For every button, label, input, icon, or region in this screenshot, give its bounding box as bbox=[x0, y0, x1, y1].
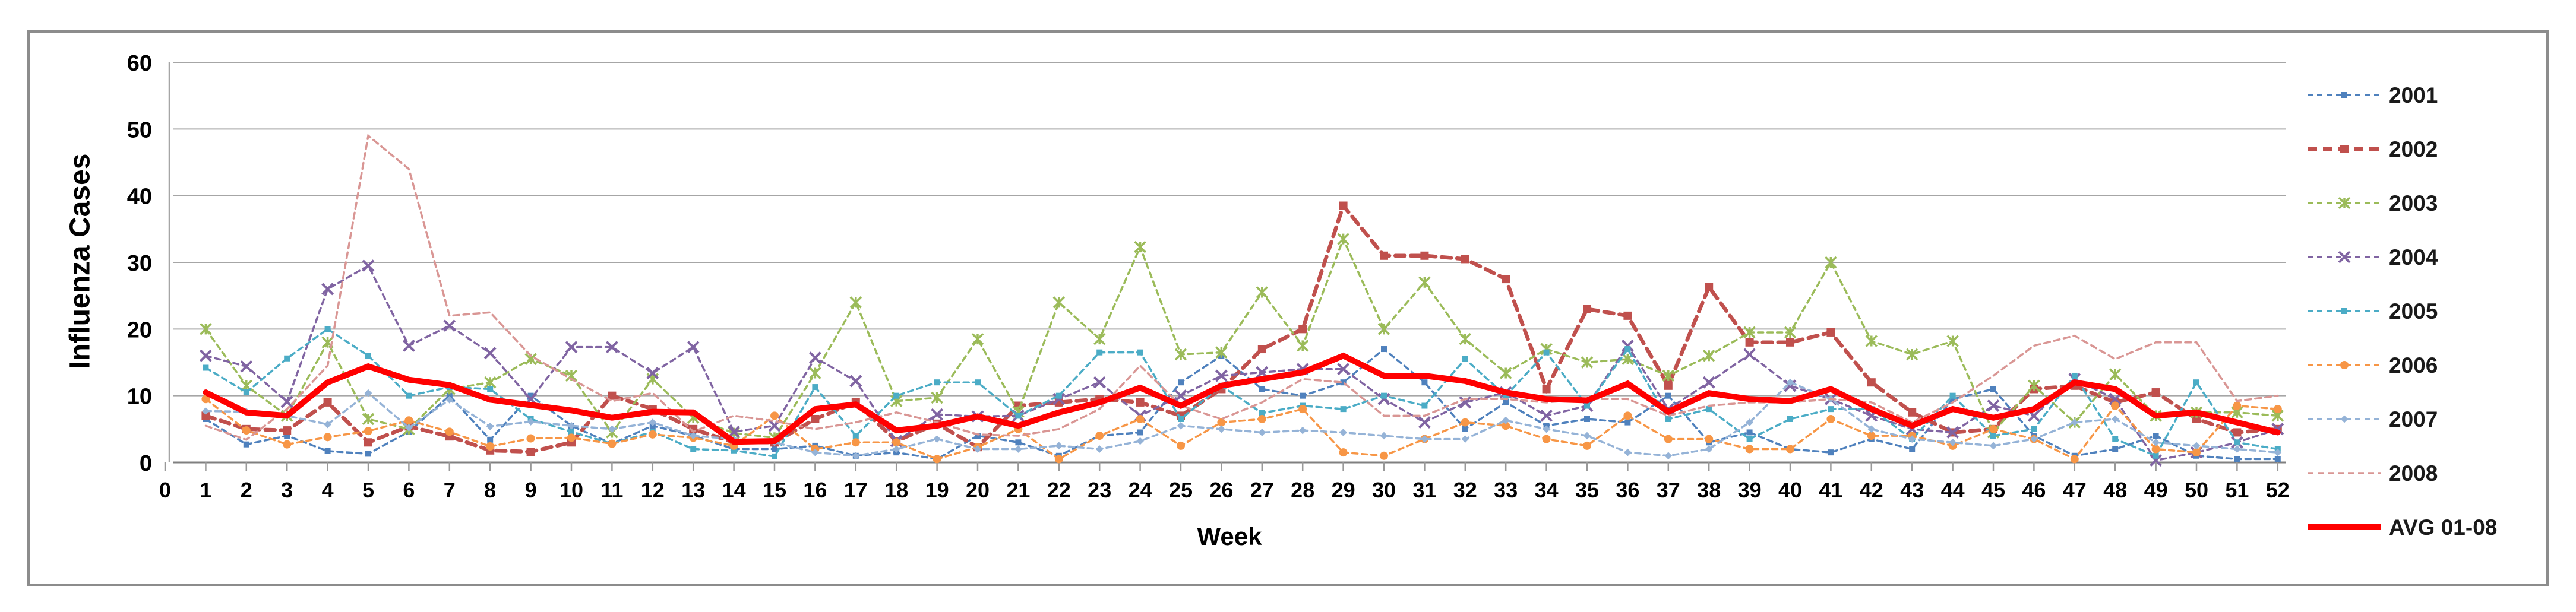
series-line bbox=[203, 352, 2281, 445]
y-tick-label: 50 bbox=[127, 118, 152, 142]
legend-item: 2005 bbox=[2308, 299, 2438, 324]
series-2008 bbox=[204, 134, 2279, 441]
x-tick-label: 23 bbox=[1088, 478, 1111, 502]
series-avg-01-08 bbox=[203, 352, 2281, 445]
x-tick-label: 19 bbox=[925, 478, 949, 502]
x-tick-label: 49 bbox=[2144, 478, 2168, 502]
x-tick-label: 14 bbox=[722, 478, 746, 502]
x-tick-label: 52 bbox=[2266, 478, 2290, 502]
series-line bbox=[204, 236, 2279, 439]
x-tick-label: 17 bbox=[844, 478, 868, 502]
legend-item: 2002 bbox=[2308, 137, 2438, 161]
legend-item: 2008 bbox=[2308, 461, 2438, 486]
series-2004 bbox=[199, 259, 2284, 467]
x-tick-label: 31 bbox=[1412, 478, 1436, 502]
x-tick-label: 37 bbox=[1657, 478, 1680, 502]
legend-label: 2004 bbox=[2389, 245, 2438, 269]
x-tick-label: 51 bbox=[2225, 478, 2249, 502]
x-tick-label: 25 bbox=[1169, 478, 1193, 502]
x-tick-label: 22 bbox=[1047, 478, 1071, 502]
x-tick-label: 5 bbox=[362, 478, 374, 502]
x-tick-label: 40 bbox=[1778, 478, 1802, 502]
legend-label: 2003 bbox=[2389, 191, 2438, 215]
series-2003 bbox=[200, 233, 2284, 444]
x-tick-label: 47 bbox=[2063, 478, 2087, 502]
x-tick-label: 27 bbox=[1250, 478, 1274, 502]
x-tick-label: 4 bbox=[322, 478, 334, 502]
x-tick-label: 0 bbox=[159, 478, 171, 502]
series-line bbox=[204, 328, 2279, 458]
legend-label: 2001 bbox=[2389, 83, 2438, 107]
y-tick-label: 20 bbox=[127, 318, 152, 343]
x-tick-label: 46 bbox=[2022, 478, 2046, 502]
x-tick-label: 39 bbox=[1738, 478, 1762, 502]
x-tick-label: 7 bbox=[444, 478, 456, 502]
x-tick-label: 29 bbox=[1332, 478, 1355, 502]
x-tick-label: 11 bbox=[600, 478, 623, 502]
series-line bbox=[204, 134, 2279, 441]
legend-label: 2006 bbox=[2389, 353, 2438, 378]
series-line bbox=[204, 381, 2279, 457]
x-axis-title: Week bbox=[1197, 522, 1262, 550]
x-tick-label: 15 bbox=[763, 478, 786, 502]
x-tick-label: 20 bbox=[966, 478, 990, 502]
x-tick-label: 9 bbox=[525, 478, 537, 502]
x-tick-label: 3 bbox=[281, 478, 293, 502]
legend-item: 2001 bbox=[2308, 83, 2438, 107]
series-line bbox=[204, 264, 2279, 462]
x-tick-label: 32 bbox=[1453, 478, 1477, 502]
y-axis-title: Influenza Cases bbox=[64, 153, 96, 369]
legend-item: 2004 bbox=[2308, 245, 2438, 269]
x-tick-label: 34 bbox=[1535, 478, 1559, 502]
x-tick-label: 30 bbox=[1372, 478, 1396, 502]
legend-item: 2007 bbox=[2308, 407, 2438, 432]
series-2005 bbox=[203, 326, 2281, 459]
x-tick-label: 48 bbox=[2103, 478, 2127, 502]
x-tick-label: 6 bbox=[403, 478, 415, 502]
x-tick-label: 12 bbox=[641, 478, 665, 502]
x-tick-label: 33 bbox=[1494, 478, 1518, 502]
x-tick-label: 36 bbox=[1616, 478, 1639, 502]
x-tick-label: 13 bbox=[681, 478, 705, 502]
y-tick-label: 30 bbox=[127, 251, 152, 276]
legend-item: 2006 bbox=[2308, 353, 2438, 378]
x-tick-label: 1 bbox=[200, 478, 211, 502]
x-tick-label: 8 bbox=[484, 478, 496, 502]
y-tick-label: 10 bbox=[127, 385, 152, 410]
x-tick-label: 43 bbox=[1900, 478, 1924, 502]
x-tick-label: 24 bbox=[1129, 478, 1152, 502]
x-tick-label: 50 bbox=[2185, 478, 2208, 502]
x-tick-label: 16 bbox=[803, 478, 827, 502]
x-tick-label: 44 bbox=[1941, 478, 1965, 502]
y-tick-label: 0 bbox=[140, 451, 152, 476]
legend-label: AVG 01-08 bbox=[2389, 515, 2497, 540]
x-tick-label: 42 bbox=[1860, 478, 1883, 502]
x-tick-label: 26 bbox=[1209, 478, 1233, 502]
series-line bbox=[204, 201, 2280, 454]
x-tick-label: 35 bbox=[1575, 478, 1599, 502]
legend-item: 2003 bbox=[2308, 191, 2438, 215]
x-tick-label: 21 bbox=[1006, 478, 1030, 502]
x-tick-label: 41 bbox=[1819, 478, 1842, 502]
legend-item: AVG 01-08 bbox=[2308, 515, 2497, 540]
x-tick-label: 28 bbox=[1291, 478, 1314, 502]
legend-label: 2008 bbox=[2389, 461, 2438, 486]
legend-label: 2002 bbox=[2389, 137, 2438, 161]
legend-label: 2005 bbox=[2389, 299, 2438, 324]
legend-label: 2007 bbox=[2389, 407, 2438, 432]
x-tick-label: 2 bbox=[241, 478, 252, 502]
y-tick-label: 40 bbox=[127, 185, 152, 210]
y-tick-label: 60 bbox=[127, 51, 152, 76]
x-tick-label: 45 bbox=[1981, 478, 2005, 502]
x-tick-label: 18 bbox=[884, 478, 908, 502]
x-tick-label: 10 bbox=[560, 478, 583, 502]
chart-frame bbox=[27, 30, 2549, 586]
x-tick-label: 38 bbox=[1697, 478, 1721, 502]
